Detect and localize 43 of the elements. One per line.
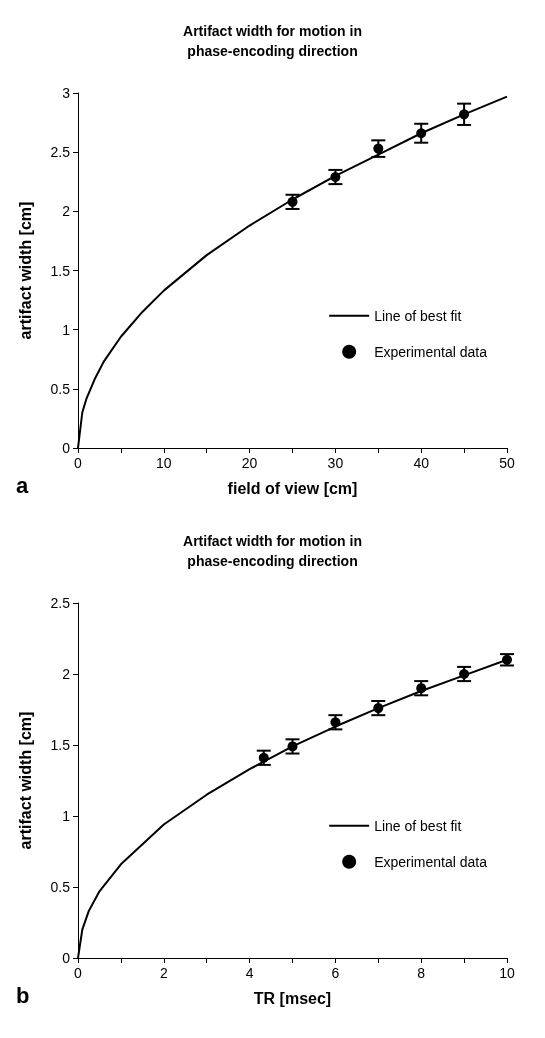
- x-tick-label: 0: [74, 965, 83, 981]
- x-tick-label: 10: [156, 455, 172, 471]
- text: b: [16, 982, 30, 1008]
- y-tick-label: 1: [62, 808, 71, 824]
- point: [373, 143, 384, 154]
- point: [416, 128, 427, 139]
- chart-title: Artifact width for motion in phase-encoding direction: [183, 23, 362, 59]
- y-tick-label: 1.5: [50, 262, 71, 279]
- point: [459, 669, 470, 679]
- y-tick-label: 2.5: [50, 595, 71, 611]
- y-tick-label: 0.5: [50, 879, 71, 895]
- y-tick-label: 0.5: [50, 380, 71, 397]
- y-tick-label: 0: [62, 440, 71, 456]
- y-tick-label: 3: [62, 85, 71, 101]
- y-tick-label: 2: [62, 666, 71, 682]
- y-tick-label: 1.5: [50, 737, 71, 753]
- legend-label: Experimental data: [374, 343, 488, 360]
- y-tick-label: 1: [62, 321, 71, 338]
- legend-label: Line of best fit: [374, 817, 462, 834]
- point: [459, 109, 470, 120]
- legend-label: Experimental data: [374, 853, 488, 870]
- y-axis-title: artifact width [cm]: [16, 711, 34, 850]
- x-tick-label: 8: [417, 965, 426, 981]
- x-tick-label: 40: [413, 455, 430, 471]
- x-tick-label: 4: [245, 965, 254, 981]
- legend-label: Line of best fit: [374, 307, 462, 324]
- y-tick-label: 2.5: [50, 144, 71, 161]
- x-tick-label: 10: [499, 965, 515, 981]
- x-tick-label: 30: [327, 455, 344, 471]
- x-tick-label: 2: [159, 965, 168, 981]
- chart-title: Artifact width for motion in phase-encoding direction: [183, 533, 362, 569]
- x-axis-title: TR [msec]: [253, 989, 332, 1007]
- x-tick-label: 50: [499, 455, 515, 471]
- x-axis-title: field of view [cm]: [227, 479, 358, 497]
- text: a: [16, 472, 29, 498]
- point: [330, 172, 341, 183]
- point: [373, 703, 384, 714]
- y-axis-title: artifact width [cm]: [16, 201, 34, 340]
- x-tick-label: 0: [74, 455, 83, 471]
- y-tick-label: 0: [62, 950, 71, 966]
- x-tick-label: 20: [241, 455, 258, 471]
- x-tick-label: 6: [331, 965, 340, 981]
- y-tick-label: 2: [62, 203, 71, 220]
